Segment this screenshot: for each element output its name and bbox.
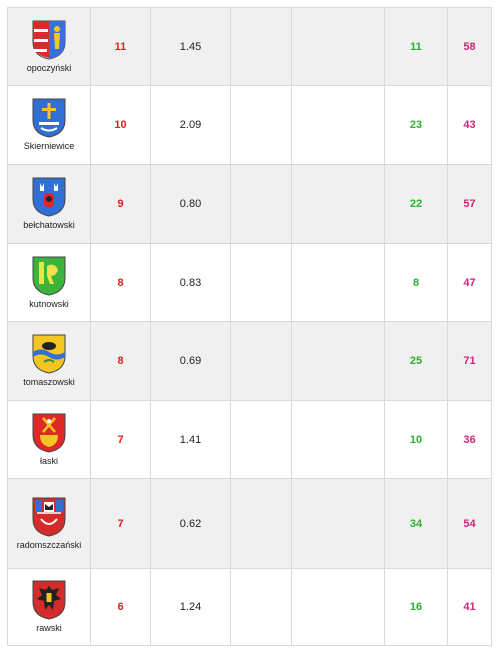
- empty-cell: [230, 321, 292, 401]
- empty-cell: [291, 478, 385, 569]
- green-value: 10: [384, 400, 448, 479]
- green-value: 34: [384, 478, 448, 569]
- empty-cell: [291, 85, 385, 165]
- table-row: bełchatowski 9 0.80 22 57: [7, 164, 492, 244]
- pink-value: 47: [447, 243, 492, 322]
- pink-value: 57: [447, 164, 492, 244]
- empty-cell: [291, 243, 385, 322]
- county-cell[interactable]: opoczyński: [7, 7, 91, 86]
- empty-cell: [291, 164, 385, 244]
- county-name: rawski: [36, 623, 62, 633]
- ratio-value: 0.69: [150, 321, 231, 401]
- green-value: 22: [384, 164, 448, 244]
- green-value: 25: [384, 321, 448, 401]
- rawski-crest-icon: [32, 580, 66, 620]
- rank-value: 9: [90, 164, 151, 244]
- county-cell[interactable]: bełchatowski: [7, 164, 91, 244]
- empty-cell: [230, 85, 292, 165]
- data-table: opoczyński 11 1.45 11 58 Skierniewice 10…: [7, 7, 492, 646]
- county-ranking-table: opoczyński 11 1.45 11 58 Skierniewice 10…: [7, 7, 492, 646]
- pink-value: 58: [447, 7, 492, 86]
- empty-cell: [291, 7, 385, 86]
- pink-value: 43: [447, 85, 492, 165]
- green-value: 23: [384, 85, 448, 165]
- ratio-value: 1.41: [150, 400, 231, 479]
- laski-crest-icon: [32, 413, 66, 453]
- county-cell[interactable]: Skierniewice: [7, 85, 91, 165]
- green-value: 11: [384, 7, 448, 86]
- empty-cell: [291, 568, 385, 646]
- skierniewice-crest-icon: [32, 98, 66, 138]
- rank-value: 7: [90, 400, 151, 479]
- table-row: kutnowski 8 0.83 8 47: [7, 243, 492, 322]
- table-row: łaski 7 1.41 10 36: [7, 400, 492, 479]
- county-name: kutnowski: [29, 298, 69, 309]
- ratio-value: 0.80: [150, 164, 231, 244]
- radomszczanski-crest-icon: [32, 497, 66, 537]
- pink-value: 41: [447, 568, 492, 646]
- county-cell[interactable]: radomszczański: [7, 478, 91, 569]
- pink-value: 54: [447, 478, 492, 569]
- ratio-value: 2.09: [150, 85, 231, 165]
- rank-value: 8: [90, 321, 151, 401]
- ratio-value: 1.24: [150, 568, 231, 646]
- kutnowski-crest-icon: [32, 256, 66, 296]
- opoczynski-crest-icon: [32, 20, 66, 60]
- belchatowski-crest-icon: [32, 177, 66, 217]
- empty-cell: [291, 321, 385, 401]
- ratio-value: 1.45: [150, 7, 231, 86]
- county-name: radomszczański: [16, 539, 82, 550]
- tomaszowski-crest-icon: [32, 334, 66, 374]
- empty-cell: [230, 164, 292, 244]
- county-name: bełchatowski: [23, 220, 75, 230]
- county-cell[interactable]: łaski: [7, 400, 91, 479]
- ratio-value: 0.62: [150, 478, 231, 569]
- table-row: opoczyński 11 1.45 11 58: [7, 7, 492, 86]
- county-name: tomaszowski: [23, 377, 75, 387]
- pink-value: 71: [447, 321, 492, 401]
- table-row: Skierniewice 10 2.09 23 43: [7, 85, 492, 165]
- county-cell[interactable]: tomaszowski: [7, 321, 91, 401]
- table-row: radomszczański 7 0.62 34 54: [7, 478, 492, 569]
- county-name: Skierniewice: [23, 141, 75, 151]
- green-value: 8: [384, 243, 448, 322]
- rank-value: 8: [90, 243, 151, 322]
- empty-cell: [230, 400, 292, 479]
- county-cell[interactable]: kutnowski: [7, 243, 91, 322]
- green-value: 16: [384, 568, 448, 646]
- table-row: rawski 6 1.24 16 41: [7, 568, 492, 646]
- empty-cell: [230, 243, 292, 322]
- table-row: tomaszowski 8 0.69 25 71: [7, 321, 492, 401]
- rank-value: 11: [90, 7, 151, 86]
- county-cell[interactable]: rawski: [7, 568, 91, 646]
- empty-cell: [291, 400, 385, 479]
- empty-cell: [230, 7, 292, 86]
- county-name: łaski: [39, 455, 58, 466]
- ratio-value: 0.83: [150, 243, 231, 322]
- empty-cell: [230, 478, 292, 569]
- rank-value: 10: [90, 85, 151, 165]
- county-name: opoczyński: [26, 62, 72, 73]
- rank-value: 6: [90, 568, 151, 646]
- pink-value: 36: [447, 400, 492, 479]
- rank-value: 7: [90, 478, 151, 569]
- empty-cell: [230, 568, 292, 646]
